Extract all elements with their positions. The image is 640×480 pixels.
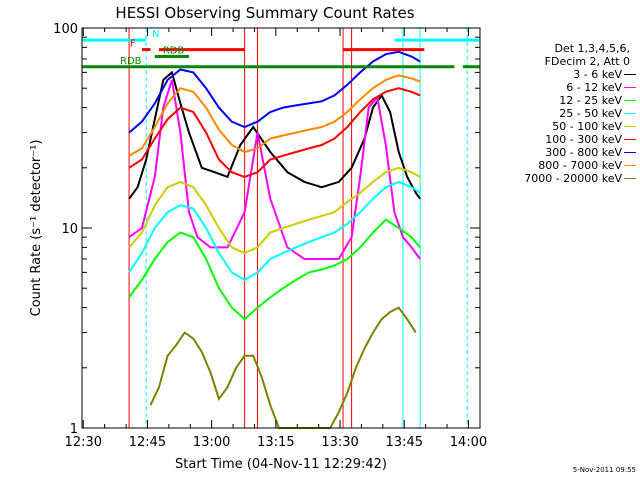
legend-swatch xyxy=(624,165,636,166)
chart-title: HESSI Observing Summary Count Rates xyxy=(115,4,414,22)
x-axis-label: Start Time (04-Nov-11 12:29:42) xyxy=(175,457,387,472)
legend-label: 300 - 800 keV xyxy=(545,146,622,159)
legend-swatch xyxy=(624,74,636,75)
legend-swatch xyxy=(624,152,636,153)
series-line-6 xyxy=(128,50,421,134)
legend-label: 25 - 50 keV xyxy=(559,107,622,120)
x-tick-label: 13:15 xyxy=(257,435,294,450)
chart-flag-markers xyxy=(128,28,468,428)
series-line-2 xyxy=(128,218,421,321)
legend-label: 7000 - 20000 keV xyxy=(524,172,622,185)
legend-swatch xyxy=(624,113,636,114)
x-tick-label: 14:00 xyxy=(450,435,487,450)
legend-label: 12 - 25 keV xyxy=(559,94,622,107)
x-tick-label: 13:45 xyxy=(386,435,423,450)
series-line-3 xyxy=(128,180,421,282)
flag-label: RDB xyxy=(120,56,142,67)
y-axis-label: Count Rate (s⁻¹ detector⁻¹) xyxy=(29,140,44,317)
x-tick-label: 12:30 xyxy=(65,435,102,450)
series-line-5 xyxy=(128,87,421,178)
chart-series-layer xyxy=(128,50,421,429)
y-tick-label: 100 xyxy=(53,22,78,37)
x-tick-label: 12:45 xyxy=(129,435,166,450)
legend-swatch xyxy=(624,87,636,88)
legend-label: 3 - 6 keV xyxy=(573,68,622,81)
x-tick-label: 13:00 xyxy=(193,435,230,450)
flag-label: RDB xyxy=(163,46,185,57)
legend-swatch xyxy=(624,100,636,101)
series-line-7 xyxy=(128,74,421,157)
series-line-4 xyxy=(128,166,421,255)
y-tick-label: 10 xyxy=(61,222,78,237)
legend-label: 6 - 12 keV xyxy=(566,81,622,94)
series-line-1 xyxy=(128,79,421,260)
flag-label: F xyxy=(130,39,136,50)
detector-info-2: FDecim 2, Att 0 xyxy=(544,55,630,68)
chart-flag-bars: N F RDB RDB xyxy=(82,29,480,69)
series-line-8 xyxy=(149,306,417,429)
legend-label: 800 - 7000 keV xyxy=(538,159,622,172)
legend-label: 50 - 100 keV xyxy=(552,120,622,133)
legend-label: 100 - 300 keV xyxy=(545,133,622,146)
legend-swatch xyxy=(624,126,636,127)
x-tick-label: 13:30 xyxy=(321,435,358,450)
detector-info-1: Det 1,3,4,5,6, xyxy=(554,42,630,55)
legend-swatch xyxy=(624,139,636,140)
chart-axes: 12:30 12:45 13:00 13:15 13:30 13:45 14:00 1 10 10… xyxy=(53,22,487,450)
y-tick-label: 1 xyxy=(70,422,78,437)
series-line-0 xyxy=(128,70,421,200)
footer-date: 5-Nov-2011 09:55 xyxy=(572,466,636,474)
legend-swatch xyxy=(624,178,636,179)
flag-label: N xyxy=(152,29,159,40)
